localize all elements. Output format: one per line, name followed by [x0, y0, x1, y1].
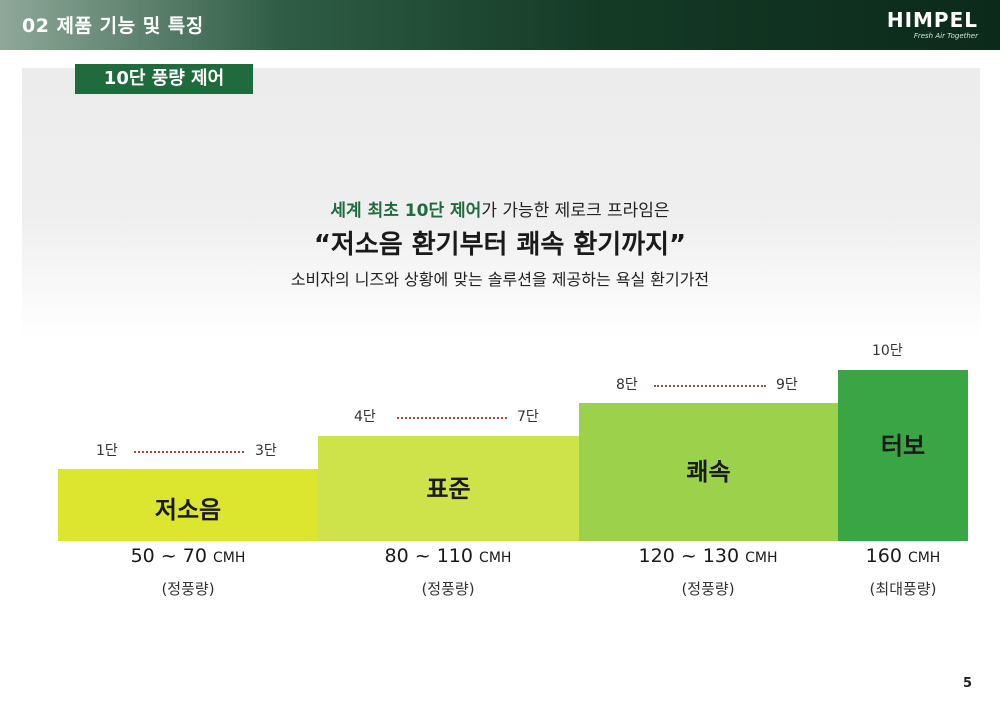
step-2-dots	[397, 417, 507, 419]
step-3-to: 9단	[776, 377, 798, 393]
headline-description: 소비자의 니즈와 상황에 맞는 솔루션을 제공하는 욕실 환기가전	[290, 270, 710, 289]
step-1-from: 1단	[96, 443, 118, 459]
section-tag: 10단 풍량 제어	[75, 64, 253, 94]
airflow-note-turbo: (최대풍량)	[869, 580, 937, 598]
header-title: 02 제품 기능 및 특징	[22, 15, 204, 37]
airflow-spec-quiet: 50 ~ 70 CMH	[78, 545, 298, 567]
airflow-note-standard: (정풍량)	[421, 580, 475, 598]
airflow-unit: CMH	[745, 550, 778, 566]
step-4-label: 10단	[872, 343, 903, 359]
airflow-range: 120 ~ 130	[638, 545, 740, 567]
step-3-dots	[654, 385, 766, 387]
mode-bar-label: 쾌속	[686, 457, 731, 486]
airflow-spec-standard: 80 ~ 110 CMH	[338, 545, 558, 567]
airflow-unit: CMH	[907, 550, 941, 566]
airflow-spec-turbo: 160 CMH	[818, 545, 988, 567]
brand-logo: HIMPEL Fresh Air Together	[886, 8, 978, 44]
mode-bar-standard: 표준	[318, 436, 579, 541]
headline-line-1: 세계 최초 10단 제어가 가능한 제로크 프라임은	[0, 196, 1000, 221]
mode-bar-quiet: 저소음	[58, 469, 318, 541]
step-2-to: 7단	[517, 409, 539, 425]
header-bar: 02 제품 기능 및 특징 HIMPEL Fresh Air Together	[0, 0, 1000, 50]
headline-line-1-rest: 가 가능한 제로크 프라임은	[481, 201, 670, 221]
step-1-to: 3단	[255, 443, 277, 459]
mode-bar-fast: 쾌속	[579, 403, 838, 541]
step-1-dots	[134, 451, 244, 453]
airflow-unit: CMH	[213, 550, 246, 566]
airflow-range: 160	[865, 545, 902, 567]
mode-bar-label: 표준	[426, 475, 471, 503]
airflow-note-fast: (정풍량)	[681, 580, 735, 598]
step-2-from: 4단	[354, 409, 376, 425]
headline-slogan: “저소음 환기부터 쾌속 환기까지”	[313, 230, 687, 260]
content-panel	[22, 68, 980, 340]
brand-logo-text: HIMPEL	[886, 8, 978, 32]
brand-tagline: Fresh Air Together	[913, 32, 978, 40]
mode-bar-label: 저소음	[154, 495, 222, 524]
headline-highlight: 세계 최초 10단 제어	[330, 201, 482, 221]
airflow-unit: CMH	[479, 550, 512, 566]
airflow-spec-fast: 120 ~ 130 CMH	[598, 545, 818, 567]
airflow-note-quiet: (정풍량)	[161, 580, 215, 598]
mode-bar-label: 터보	[880, 432, 926, 460]
step-3-from: 8단	[616, 377, 638, 393]
airflow-range: 80 ~ 110	[384, 545, 473, 567]
mode-bar-turbo: 터보	[838, 370, 968, 541]
page-number: 5	[962, 676, 972, 691]
airflow-range: 50 ~ 70	[130, 545, 207, 567]
